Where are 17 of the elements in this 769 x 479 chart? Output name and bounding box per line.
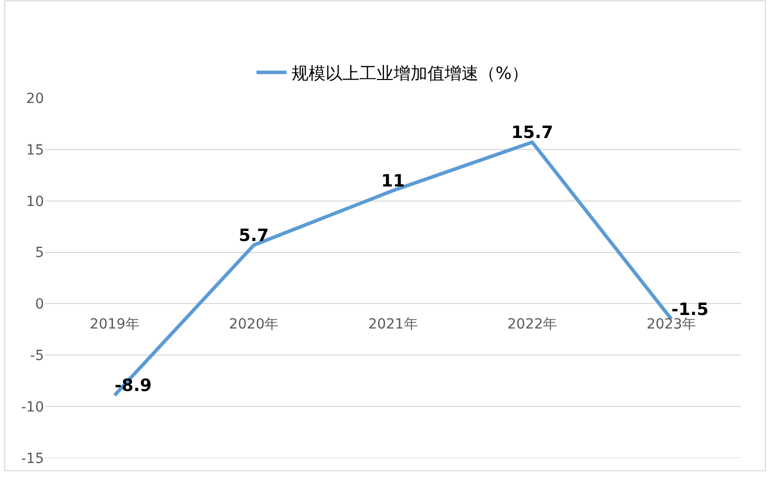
x-tick-label: 2022年	[507, 316, 558, 333]
data-label: 5.7	[238, 226, 269, 246]
x-tick-label: 2019年	[90, 316, 140, 333]
legend-label: 规模以上工业增加值增速（%）	[292, 64, 529, 84]
y-tick-label: 5	[35, 245, 44, 262]
y-tick-label: 20	[26, 90, 44, 107]
data-label: 11	[381, 171, 405, 192]
y-tick-label: -10	[21, 399, 44, 416]
y-tick-label: 0	[35, 296, 44, 313]
x-tick-label: 2020年	[228, 316, 279, 333]
y-tick-label: 15	[26, 142, 44, 158]
x-tick-label: 2021年	[368, 316, 418, 333]
y-tick-label: -5	[30, 348, 44, 364]
x-tick-label: 2023年	[646, 316, 696, 333]
y-tick-label: 10	[26, 194, 44, 210]
data-label: 15.7	[511, 122, 554, 143]
y-tick-label: -15	[21, 450, 44, 467]
